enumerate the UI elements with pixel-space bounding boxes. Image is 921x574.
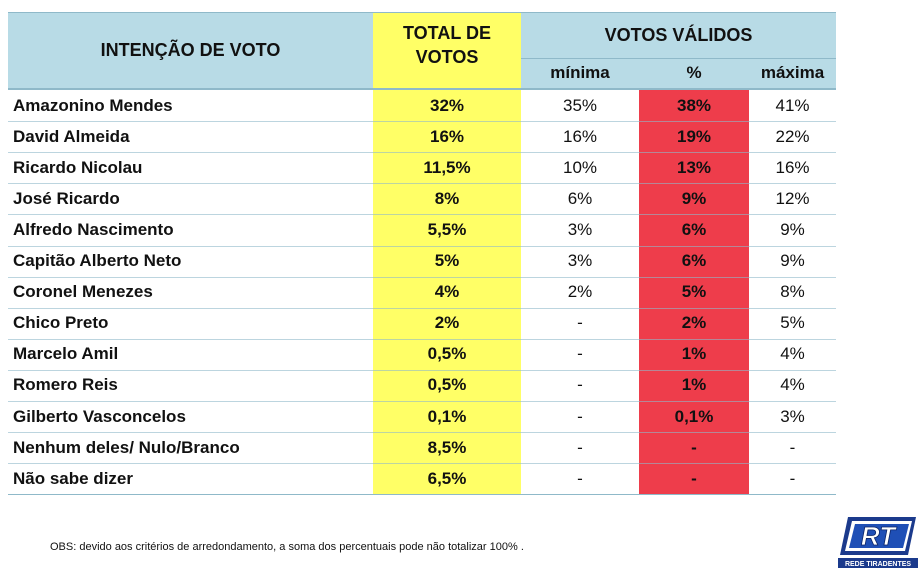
cell-max-5: 9% [780,219,805,239]
cell-min-12: - [577,437,583,457]
cell-pct-6: 6% [681,251,707,271]
cell-total-13: 6,5% [427,468,467,488]
cell-pct-4: 9% [681,188,707,208]
cell-min-13: - [577,468,583,488]
cell-max-2: 22% [775,126,810,146]
cell-max-12: - [789,437,796,457]
cell-min-9: - [577,344,583,364]
header-total-line1: TOTAL DE [402,23,491,43]
pct-column-bg [639,88,749,495]
poll-table: INTENÇÃO DE VOTO TOTAL DE VOTOS VOTOS VÁ… [8,12,836,495]
cell-total-3: 11,5% [423,157,471,177]
row-divider [8,152,836,154]
cell-total-1: 32% [429,95,465,115]
cell-min-7: 2% [567,282,593,302]
cell-min-4: 6% [567,188,593,208]
row-divider [8,183,836,185]
cell-pct-8: 2% [681,313,707,333]
header-name-bg [8,12,373,88]
cell-total-7: 4% [434,282,460,302]
svg-text:RT: RT [861,521,897,551]
cell-total-11: 0,1% [427,406,467,426]
cell-total-6: 5% [434,251,460,271]
cell-total-5: 5,5% [427,219,467,239]
cell-min-1: 35% [562,95,598,115]
cell-min-2: 16% [562,126,598,146]
row-divider [8,338,836,340]
cell-max-3: 16% [775,157,810,177]
header-pct: % [686,63,702,82]
cell-total-9: 0,5% [427,344,467,364]
cell-pct-3: 13% [676,157,712,177]
rule-header-bottom [8,88,836,90]
cell-total-12: 8,5% [427,437,467,457]
header-valid-group: VOTOS VÁLIDOS [604,24,753,45]
cell-name-6: Capitão Alberto Neto [13,251,182,271]
row-divider [8,121,836,123]
cell-pct-11: 0,1% [674,406,714,426]
cell-min-5: 3% [567,219,593,239]
header-total-line2: VOTOS [415,47,479,67]
cell-pct-13: - [691,468,697,488]
logo-rede-tiradentes: RT REDE TIRADENTES [838,513,918,569]
row-divider [8,245,836,247]
total-column-bg [373,12,521,495]
rule-bottom [8,494,836,495]
cell-max-4: 12% [775,188,810,208]
footnote: OBS: devido aos critérios de arredondame… [50,541,524,553]
cell-min-11: - [577,406,583,426]
cell-name-1: Amazonino Mendes [13,95,173,115]
cell-max-1: 41% [775,95,810,115]
cell-min-6: 3% [567,251,593,271]
cell-name-11: Gilberto Vasconcelos [13,406,186,426]
cell-name-5: Alfredo Nascimento [13,219,174,239]
row-divider [8,214,836,216]
header-min: mínima [550,63,610,82]
rule-top [8,12,836,13]
cell-name-10: Romero Reis [13,375,118,395]
cell-min-8: - [577,313,583,333]
cell-max-7: 8% [780,282,805,302]
cell-total-8: 2% [434,313,460,333]
header-valid-bg [521,12,836,88]
cell-max-11: 3% [780,406,805,426]
row-divider [8,276,836,278]
cell-name-4: José Ricardo [13,188,120,208]
cell-max-9: 4% [780,344,805,364]
header-name: INTENÇÃO DE VOTO [100,39,281,60]
cell-pct-1: 38% [676,95,712,115]
cell-pct-9: 1% [681,344,707,364]
cell-pct-10: 1% [681,375,707,395]
row-divider [8,432,836,434]
cell-pct-2: 19% [676,126,712,146]
cell-name-12: Nenhum deles/ Nulo/Branco [13,437,240,457]
cell-max-8: 5% [780,313,805,333]
cell-min-10: - [577,375,583,395]
cell-total-2: 16% [429,126,465,146]
cell-name-2: David Almeida [13,126,130,146]
cell-max-10: 4% [780,375,805,395]
cell-pct-5: 6% [681,219,707,239]
row-divider [8,307,836,309]
header-max: máxima [760,63,825,82]
svg-text:REDE TIRADENTES: REDE TIRADENTES [845,561,911,568]
header-total: TOTAL DE VOTOS [373,20,521,70]
cell-name-9: Marcelo Amil [13,344,119,364]
logo-graphic: RT REDE TIRADENTES [838,517,918,568]
rule-group [521,58,836,59]
cell-max-13: - [789,468,796,488]
cell-name-13: Não sabe dizer [13,468,133,488]
cell-pct-12: - [691,437,697,457]
row-divider [8,369,836,371]
cell-total-4: 8% [434,188,460,208]
row-divider [8,401,836,402]
cell-min-3: 10% [562,157,598,177]
cell-total-10: 0,5% [427,375,467,395]
cell-name-7: Coronel Menezes [13,282,153,302]
cell-name-8: Chico Preto [13,313,109,333]
row-divider [8,463,836,465]
cell-max-6: 9% [780,251,805,271]
cell-pct-7: 5% [681,282,707,302]
cell-name-3: Ricardo Nicolau [13,157,143,177]
